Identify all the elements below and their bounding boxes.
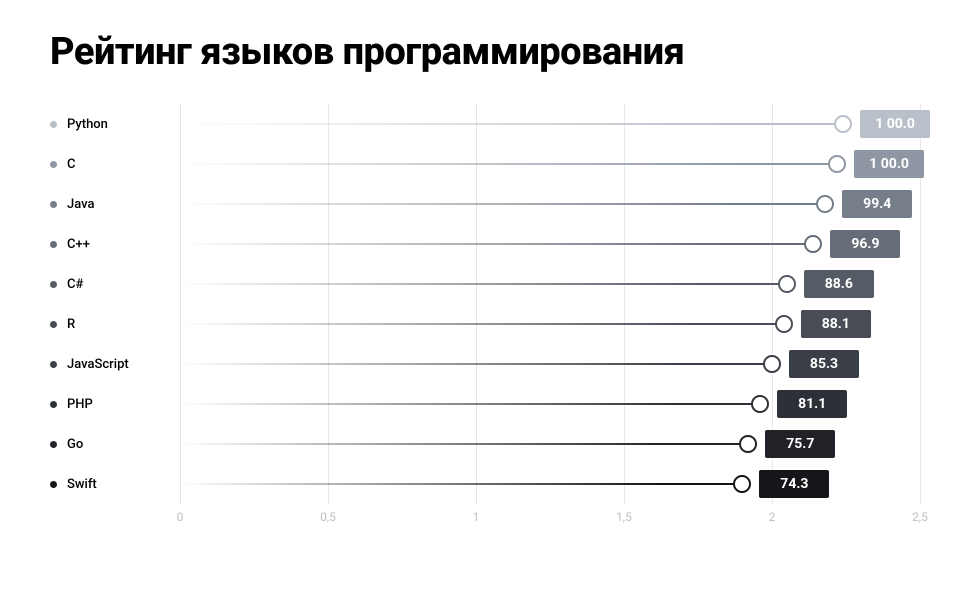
lollipop-knob: [739, 435, 757, 453]
x-axis-label: 2: [752, 510, 792, 524]
lollipop-knob: [816, 195, 834, 213]
lollipop-knob: [828, 155, 846, 173]
chart-row: PHP: [50, 384, 180, 424]
chart-row: C++: [50, 224, 180, 264]
chart-row: Swift: [50, 464, 180, 504]
series-name: C: [67, 157, 76, 172]
legend-bullet: [50, 281, 57, 288]
x-axis-label: 1: [456, 510, 496, 524]
lollipop-knob: [804, 235, 822, 253]
value-badge: 75.7: [765, 430, 835, 458]
value-badge: 88.1: [801, 310, 871, 338]
chart-row: R: [50, 304, 180, 344]
value-badge: 74.3: [759, 470, 829, 498]
lollipop-knob: [751, 395, 769, 413]
series-name: C++: [67, 237, 90, 252]
x-axis-label: 0: [160, 510, 200, 524]
lollipop-track: [180, 243, 813, 245]
lollipop-track: [180, 283, 787, 285]
legend-bullet: [50, 121, 57, 128]
lollipop-track: [180, 363, 772, 365]
series-name: C#: [67, 277, 83, 292]
legend-bullet: [50, 361, 57, 368]
lollipop-track: [180, 323, 784, 325]
lollipop-knob: [733, 475, 751, 493]
value-badge: 88.6: [804, 270, 874, 298]
lollipop-track: [180, 443, 748, 445]
legend-bullet: [50, 241, 57, 248]
chart-row: JavaScript: [50, 344, 180, 384]
value-badge: 1 00.0: [860, 110, 930, 138]
series-name: JavaScript: [67, 357, 129, 372]
chart-row: Go: [50, 424, 180, 464]
lollipop-track: [180, 403, 760, 405]
lollipop-track: [180, 483, 742, 485]
legend-bullet: [50, 201, 57, 208]
value-badge: 85.3: [789, 350, 859, 378]
series-name: Go: [67, 437, 83, 452]
series-name: R: [67, 317, 75, 332]
value-badge: 99.4: [842, 190, 912, 218]
chart-row: Python: [50, 104, 180, 144]
ranking-chart: 00,511,522,51 00.01 00.099.496.988.688.1…: [50, 104, 920, 534]
lollipop-knob: [778, 275, 796, 293]
lollipop-track: [180, 123, 843, 125]
lollipop-knob: [834, 115, 852, 133]
x-axis-label: 1,5: [604, 510, 644, 524]
chart-row: C: [50, 144, 180, 184]
value-badge: 96.9: [830, 230, 900, 258]
legend-bullet: [50, 321, 57, 328]
lollipop-track: [180, 163, 837, 165]
x-axis-label: 2,5: [900, 510, 940, 524]
value-badge: 81.1: [777, 390, 847, 418]
plot-area: 00,511,522,51 00.01 00.099.496.988.688.1…: [180, 104, 920, 504]
legend-bullet: [50, 161, 57, 168]
lollipop-track: [180, 203, 825, 205]
x-axis-label: 0,5: [308, 510, 348, 524]
series-name: Swift: [67, 477, 97, 492]
legend-bullet: [50, 481, 57, 488]
lollipop-knob: [763, 355, 781, 373]
legend-bullet: [50, 441, 57, 448]
series-name: Python: [67, 117, 108, 132]
chart-row: Java: [50, 184, 180, 224]
lollipop-knob: [775, 315, 793, 333]
chart-row: C#: [50, 264, 180, 304]
series-name: PHP: [67, 397, 93, 412]
series-name: Java: [67, 197, 95, 212]
page-title: Рейтинг языков программирования: [50, 30, 920, 74]
value-badge: 1 00.0: [854, 150, 924, 178]
legend-bullet: [50, 401, 57, 408]
